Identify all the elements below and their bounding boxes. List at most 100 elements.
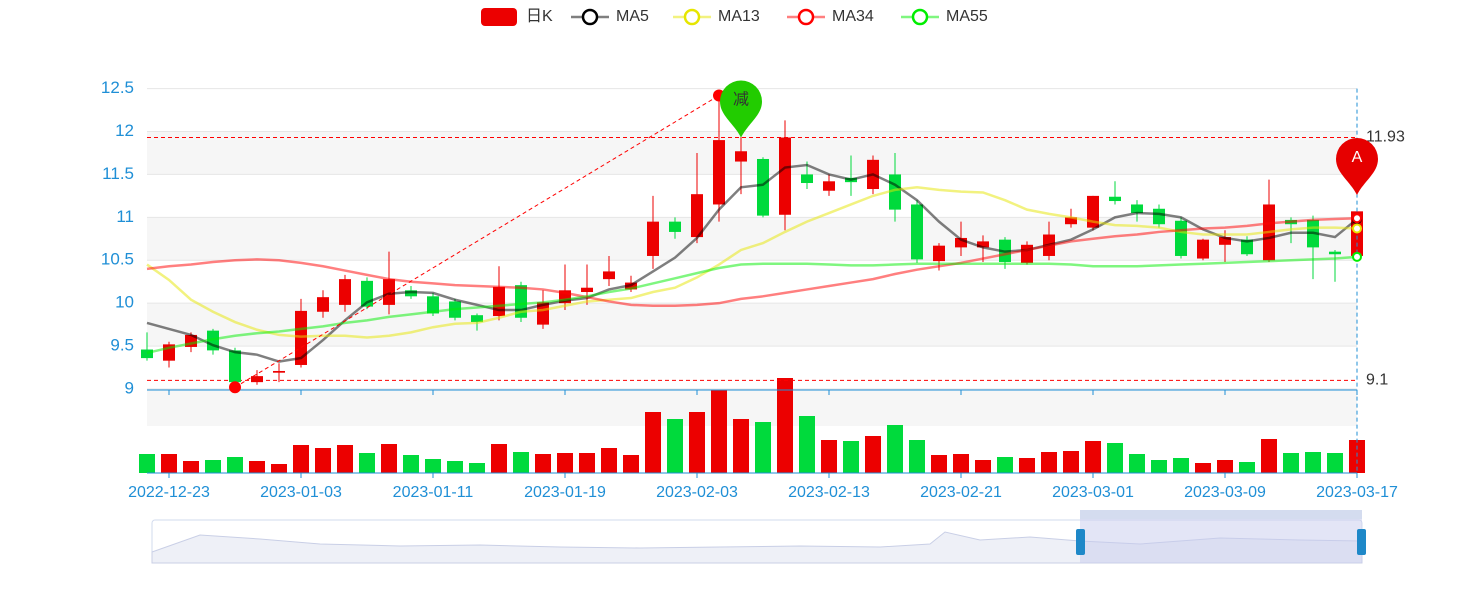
candle-body: [735, 151, 747, 162]
volume-bar: [139, 454, 155, 473]
candle-body: [801, 174, 813, 184]
legend-label: MA55: [946, 8, 988, 25]
x-tick-label: 2023-03-09: [1184, 484, 1266, 501]
volume-bar: [513, 452, 529, 473]
candle-body: [581, 287, 593, 293]
candle-body: [1241, 239, 1253, 255]
volume-bar: [557, 453, 573, 473]
volume-bar: [1085, 441, 1101, 473]
volume-bar: [1327, 453, 1343, 473]
candle-body: [383, 279, 395, 305]
candle-body: [713, 140, 725, 205]
legend-label: 日K: [526, 8, 553, 25]
candle-body: [1087, 195, 1099, 228]
candle-body: [339, 279, 351, 305]
volume-bar: [1217, 460, 1233, 473]
zoom-handle[interactable]: [1357, 529, 1366, 555]
volume-bar: [843, 441, 859, 473]
candle-body: [779, 137, 791, 215]
volume-bar: [909, 440, 925, 473]
volume-bar: [359, 453, 375, 473]
legend-icon: [683, 8, 701, 26]
y-tick-label: 12.5: [101, 78, 134, 97]
candle-body: [757, 158, 769, 216]
mark-line-label: 11.93: [1366, 129, 1405, 146]
legend-label: MA34: [832, 8, 874, 25]
volume-bar: [469, 463, 485, 473]
volume-bar: [535, 454, 551, 473]
zoom-handle[interactable]: [1076, 529, 1085, 555]
candle-body: [493, 286, 505, 317]
x-tick-label: 2023-01-11: [393, 484, 474, 501]
legend-item[interactable]: MA55: [901, 8, 988, 26]
candle-body: [823, 181, 835, 191]
volume-bar: [733, 419, 749, 473]
volume-bar: [997, 457, 1013, 473]
volume-bar: [227, 457, 243, 473]
x-tick-label: 2023-02-03: [656, 484, 738, 501]
ma-line: [146, 186, 1358, 339]
legend-item[interactable]: MA5: [571, 8, 649, 26]
split-area: [147, 303, 1357, 347]
candle-body: [911, 204, 923, 260]
volume-bar: [381, 444, 397, 473]
candle-body: [537, 302, 549, 325]
candle-body: [471, 315, 483, 323]
zoom-move-bar[interactable]: [1080, 510, 1362, 519]
volume-bar: [755, 422, 771, 473]
volume-bar: [623, 455, 639, 473]
y-tick-label: 9.5: [110, 336, 134, 355]
candle-body: [317, 297, 329, 312]
candle-body: [1131, 204, 1143, 214]
volume-bar: [799, 416, 815, 473]
legend-item[interactable]: MA13: [673, 8, 760, 26]
mark-pin: [1336, 138, 1378, 196]
volume-bar: [205, 460, 221, 473]
volume-bar: [953, 454, 969, 473]
volume-bar: [1019, 458, 1035, 473]
volume-bar: [1239, 462, 1255, 473]
mark-pin: [720, 80, 762, 138]
volume-bar: [447, 461, 463, 473]
volume-bar: [887, 425, 903, 473]
volume-bar: [645, 412, 661, 473]
y-tick-label: 12: [115, 121, 134, 140]
volume-bar: [777, 378, 793, 473]
candle-body: [669, 221, 681, 232]
hover-point: [1352, 223, 1362, 234]
volume-bar: [667, 419, 683, 473]
volume-bar: [161, 454, 177, 473]
volume-bar: [249, 461, 265, 473]
legend-item[interactable]: MA34: [787, 8, 874, 26]
volume-bar: [711, 390, 727, 473]
data-zoom[interactable]: [151, 510, 1366, 564]
volume-bar: [337, 445, 353, 473]
hover-point: [1352, 251, 1362, 262]
volume-bar: [975, 460, 991, 473]
y-tick-label: 9: [125, 378, 134, 397]
volume-bar: [865, 436, 881, 473]
candle-body: [141, 349, 153, 359]
volume-bar: [1261, 439, 1277, 473]
legend-icon: [581, 8, 599, 26]
candle-body: [1021, 244, 1033, 263]
volume-bar: [821, 440, 837, 473]
candle-body: [405, 290, 417, 297]
volume-split-area: [147, 390, 1357, 426]
x-tick-label: 2022-12-23: [128, 484, 210, 501]
y-tick-label: 10: [115, 293, 134, 312]
volume-bar: [1305, 452, 1321, 473]
legend-icon: [797, 8, 815, 26]
ma-line: [146, 163, 1358, 363]
candle-body: [273, 370, 285, 373]
candle-body: [647, 221, 659, 256]
volume-bar: [689, 412, 705, 473]
ma-line: [146, 216, 1358, 307]
volume-bar: [425, 459, 441, 473]
candle-body: [1109, 196, 1121, 202]
candle-body: [1219, 237, 1231, 245]
volume-bar: [579, 453, 595, 473]
candle-body: [933, 245, 945, 262]
volume-bar: [601, 448, 617, 473]
legend-item[interactable]: 日K: [481, 8, 553, 26]
